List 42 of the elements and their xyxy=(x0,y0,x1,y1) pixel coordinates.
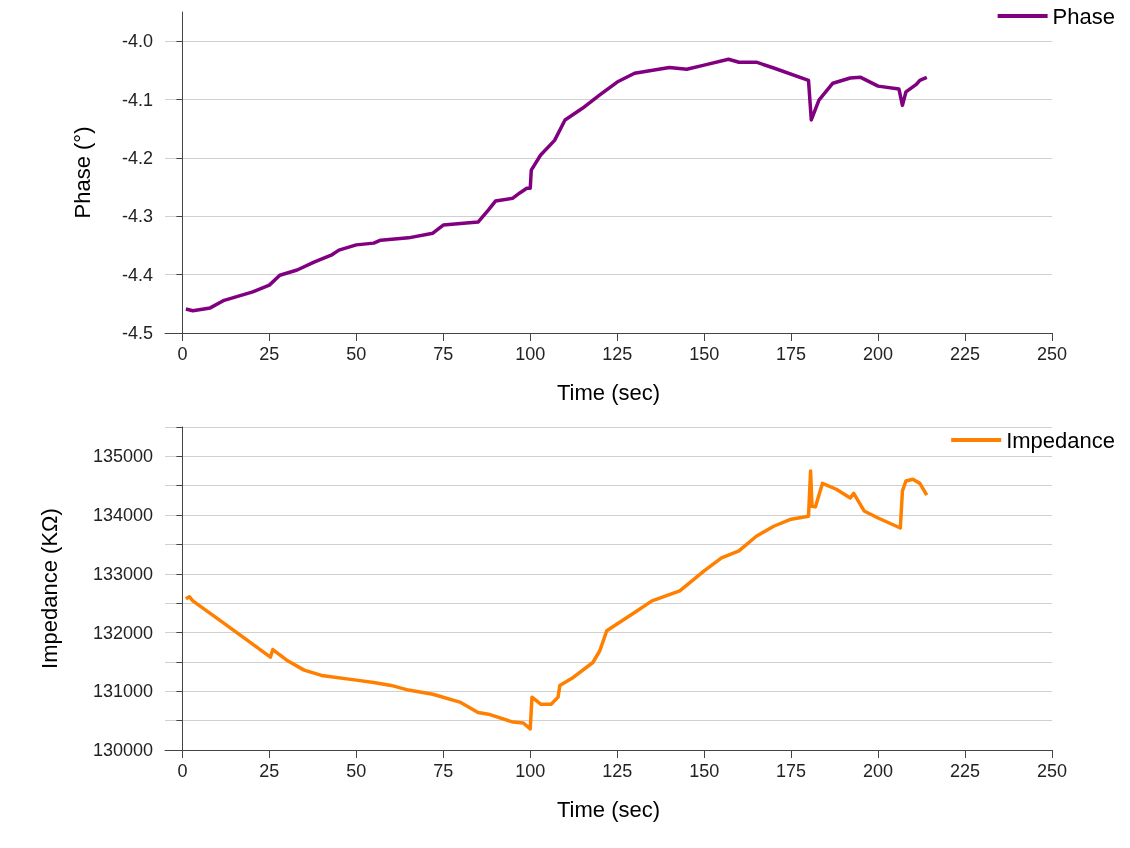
y-tick-label: -4.2 xyxy=(121,147,153,168)
x-tick-label: 0 xyxy=(177,344,188,364)
line-series xyxy=(184,57,929,313)
y-tick-label: 134000 xyxy=(92,505,153,526)
x-tick-label: 175 xyxy=(776,761,807,781)
y-axis-title: Phase (°) xyxy=(69,126,95,219)
x-tick-label: 75 xyxy=(433,344,454,364)
y-tick-label: 133000 xyxy=(92,563,153,584)
legend-label: Phase xyxy=(1052,3,1116,29)
y-axis-title: Impedance (KΩ) xyxy=(36,508,62,669)
y-tick-label: -4.1 xyxy=(121,89,153,110)
x-tick-label: 225 xyxy=(950,344,981,364)
x-axis-title: Time (sec) xyxy=(556,796,661,822)
y-tick-label: -4.0 xyxy=(121,31,153,52)
x-axis-title: Time (sec) xyxy=(556,379,661,405)
y-tick-label: 132000 xyxy=(92,622,153,643)
x-tick-label: 250 xyxy=(1036,344,1068,364)
x-tick-label: 50 xyxy=(346,761,367,781)
x-tick-label: 200 xyxy=(863,761,894,781)
y-tick-label: -4.5 xyxy=(121,323,153,343)
x-tick-label: 100 xyxy=(515,761,546,781)
x-tick-label: 25 xyxy=(259,344,280,364)
line-series xyxy=(184,469,929,731)
x-tick-label: 100 xyxy=(515,344,546,364)
x-tick-label: 125 xyxy=(602,761,633,781)
x-tick-label: 175 xyxy=(776,344,807,364)
legend-label: Impedance xyxy=(1006,427,1116,453)
x-tick-label: 225 xyxy=(950,761,981,781)
x-tick-label: 200 xyxy=(863,344,894,364)
y-tick-label: -4.3 xyxy=(121,206,153,227)
x-tick-label: 150 xyxy=(689,344,720,364)
y-tick-label: 131000 xyxy=(92,681,153,702)
x-tick-label: 75 xyxy=(433,761,454,781)
x-tick-label: 50 xyxy=(346,344,367,364)
x-tick-label: 125 xyxy=(602,344,633,364)
x-tick-label: 25 xyxy=(259,761,280,781)
y-tick-label: 135000 xyxy=(92,446,153,467)
y-tick-label: 130000 xyxy=(92,740,153,760)
x-tick-label: 150 xyxy=(689,761,720,781)
y-tick-label: -4.4 xyxy=(121,264,153,285)
x-tick-label: 0 xyxy=(177,761,188,781)
x-tick-label: 250 xyxy=(1036,761,1068,781)
